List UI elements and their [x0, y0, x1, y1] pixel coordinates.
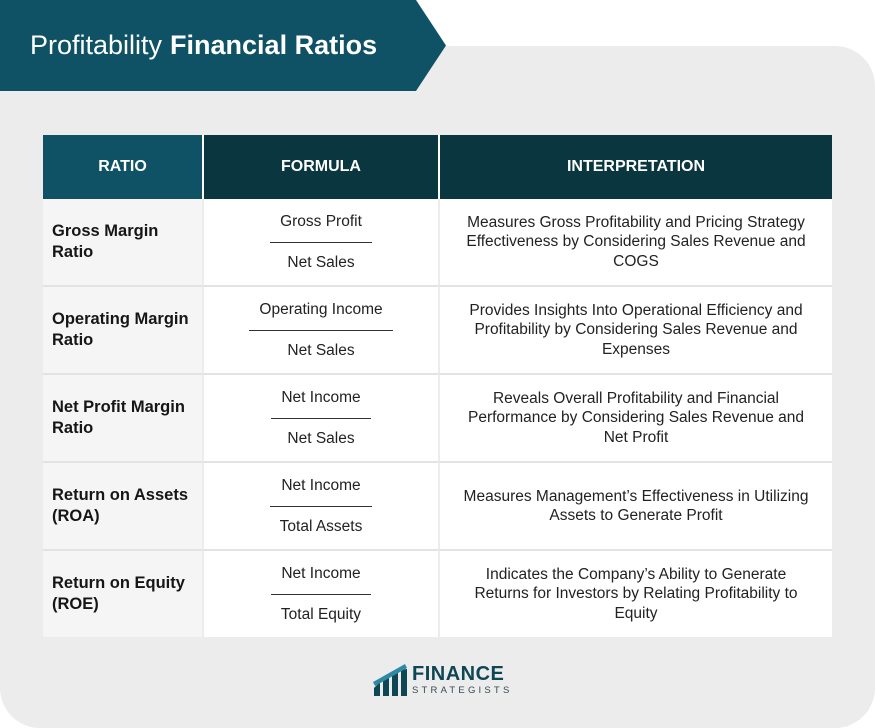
table-row: Return on Assets (ROA) Net Income Total … — [43, 461, 832, 549]
finance-strategists-logo: FINANCE STRATEGISTS — [372, 662, 512, 698]
formula-fraction: Gross Profit Net Sales — [270, 212, 372, 273]
formula-fraction: Net Income Net Sales — [271, 388, 371, 449]
formula-numerator: Net Income — [271, 388, 371, 419]
ratio-name: Operating Margin Ratio — [43, 285, 202, 373]
ratio-name: Return on Assets (ROA) — [43, 461, 202, 549]
formula-denominator: Net Sales — [287, 253, 355, 271]
formula-denominator: Net Sales — [287, 341, 355, 359]
formula-cell: Operating Income Net Sales — [202, 285, 438, 373]
table-row: Net Profit Margin Ratio Net Income Net S… — [43, 373, 832, 461]
formula-cell: Gross Profit Net Sales — [202, 199, 438, 285]
formula-cell: Net Income Total Equity — [202, 549, 438, 637]
interpretation-text: Provides Insights Into Operational Effic… — [438, 285, 832, 373]
formula-fraction: Net Income Total Equity — [270, 564, 372, 625]
title-light: Profitability — [30, 30, 163, 60]
page-title: Profitability Financial Ratios — [30, 0, 377, 91]
interpretation-text: Indicates the Company’s Ability to Gener… — [438, 549, 832, 637]
title-banner — [0, 0, 446, 91]
finance-strategists-logo-icon — [373, 664, 407, 696]
interpretation-text: Measures Gross Profitability and Pricing… — [438, 199, 832, 285]
column-header-ratio: RATIO — [43, 135, 202, 199]
formula-numerator: Net Income — [269, 476, 373, 507]
formula-cell: Net Income Total Assets — [202, 461, 438, 549]
formula-denominator: Total Equity — [280, 605, 362, 623]
formula-denominator: Net Sales — [287, 429, 355, 447]
formula-denominator: Total Assets — [279, 517, 363, 535]
formula-fraction: Operating Income Net Sales — [249, 300, 393, 361]
interpretation-text: Measures Management’s Effectiveness in U… — [438, 461, 832, 549]
table-row: Gross Margin Ratio Gross Profit Net Sale… — [43, 199, 832, 285]
ratios-table: RATIO FORMULA INTERPRETATION Gross Margi… — [43, 135, 832, 637]
table-row: Operating Margin Ratio Operating Income … — [43, 285, 832, 373]
logo-line1: FINANCE — [412, 663, 505, 686]
ratio-name: Return on Equity (ROE) — [43, 549, 202, 637]
formula-numerator: Gross Profit — [270, 212, 372, 243]
ratio-name: Gross Margin Ratio — [43, 199, 202, 285]
logo-line2: STRATEGISTS — [412, 685, 513, 697]
formula-numerator: Net Income — [270, 564, 372, 595]
table-row: Return on Equity (ROE) Net Income Total … — [43, 549, 832, 637]
table-header-row: RATIO FORMULA INTERPRETATION — [43, 135, 832, 199]
title-bold: Financial Ratios — [170, 30, 378, 60]
column-header-formula: FORMULA — [202, 135, 438, 199]
logo-wordmark: FINANCE STRATEGISTS — [412, 664, 512, 696]
formula-cell: Net Income Net Sales — [202, 373, 438, 461]
formula-numerator: Operating Income — [249, 300, 393, 331]
interpretation-text: Reveals Overall Profitability and Financ… — [438, 373, 832, 461]
formula-fraction: Net Income Total Assets — [269, 476, 373, 537]
column-header-interpretation: INTERPRETATION — [438, 135, 832, 199]
ratio-name: Net Profit Margin Ratio — [43, 373, 202, 461]
